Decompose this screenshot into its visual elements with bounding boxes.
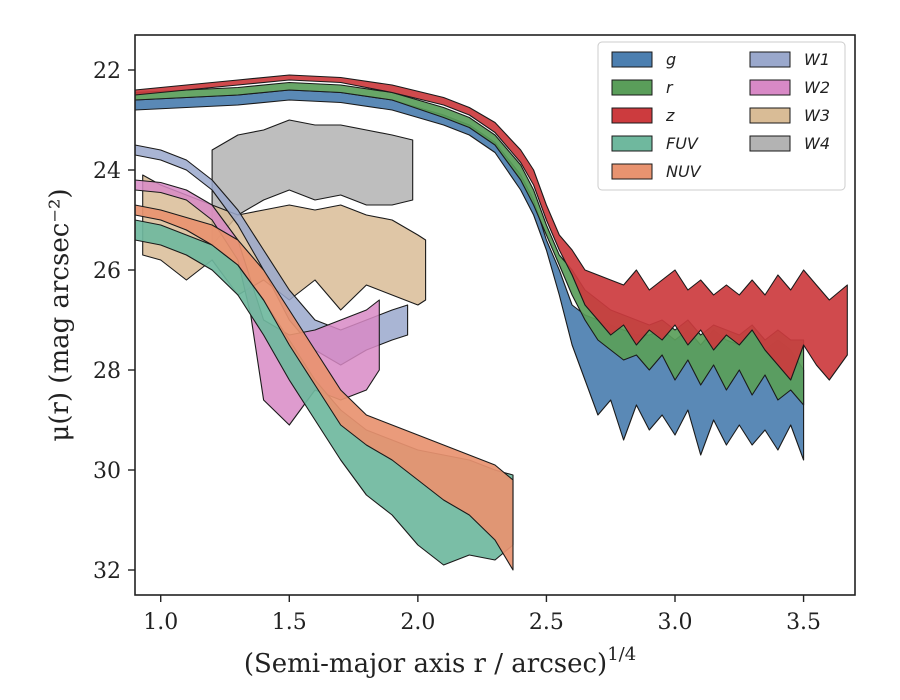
legend: grz FUV NUV W1 W2 W3 W4 — [597, 41, 846, 191]
y-tick-label: 32 — [93, 559, 121, 584]
x-tick-label: 3.5 — [786, 610, 821, 635]
legend-label-w2: W2 — [804, 78, 830, 97]
y-tick-label: 28 — [93, 359, 121, 384]
legend-box — [597, 41, 846, 191]
x-tick-label: 3.0 — [658, 610, 693, 635]
x-axis-label-superscript: 1/4 — [607, 644, 636, 665]
x-axis-label-text: (Semi-major axis r / arcsec) — [244, 649, 607, 679]
legend-swatch-w4 — [749, 135, 791, 152]
legend-label-g: g — [666, 50, 676, 69]
y-axis-label: μ(r) (mag arcsec⁻²) — [45, 188, 75, 441]
y-tick-label: 30 — [93, 459, 121, 484]
x-axis-label: (Semi-major axis r / arcsec)1/4 — [244, 644, 636, 679]
legend-swatch-fuv — [611, 135, 653, 152]
x-tick-label: 1.0 — [143, 610, 178, 635]
legend-swatch-g — [611, 51, 653, 68]
y-tick-label: 22 — [93, 59, 121, 84]
legend-label-w1: W1 — [804, 50, 830, 69]
legend-swatch-w1 — [749, 51, 791, 68]
ticks-layer: 1.0 1.5 2.0 2.5 3.0 3.5 22 24 26 28 30 32 — [93, 59, 821, 635]
legend-label-fuv: FUV — [666, 134, 699, 153]
plot-frame — [134, 34, 856, 596]
legend-label-z: z — [665, 106, 675, 125]
bands-layer — [135, 74, 848, 571]
y-tick-label: 24 — [93, 159, 121, 184]
legend-label-nuv: NUV — [666, 162, 702, 181]
legend-swatch-z — [611, 107, 653, 124]
band-w4 — [211, 119, 414, 246]
legend-swatch-w3 — [749, 107, 791, 124]
x-tick-label: 2.0 — [400, 610, 435, 635]
legend-swatch-r — [611, 79, 653, 96]
band-w1 — [135, 144, 409, 366]
legend-label-w4: W4 — [804, 134, 830, 153]
legend-label-r: r — [666, 78, 674, 97]
legend-swatch-w2 — [749, 79, 791, 96]
band-z — [135, 74, 848, 381]
x-tick-label: 2.5 — [529, 610, 564, 635]
y-tick-label: 26 — [93, 259, 121, 284]
band-nuv — [135, 204, 514, 571]
x-tick-label: 1.5 — [272, 610, 307, 635]
band-g — [135, 89, 805, 461]
legend-label-w3: W3 — [804, 106, 830, 125]
legend-swatch-nuv — [611, 163, 653, 180]
